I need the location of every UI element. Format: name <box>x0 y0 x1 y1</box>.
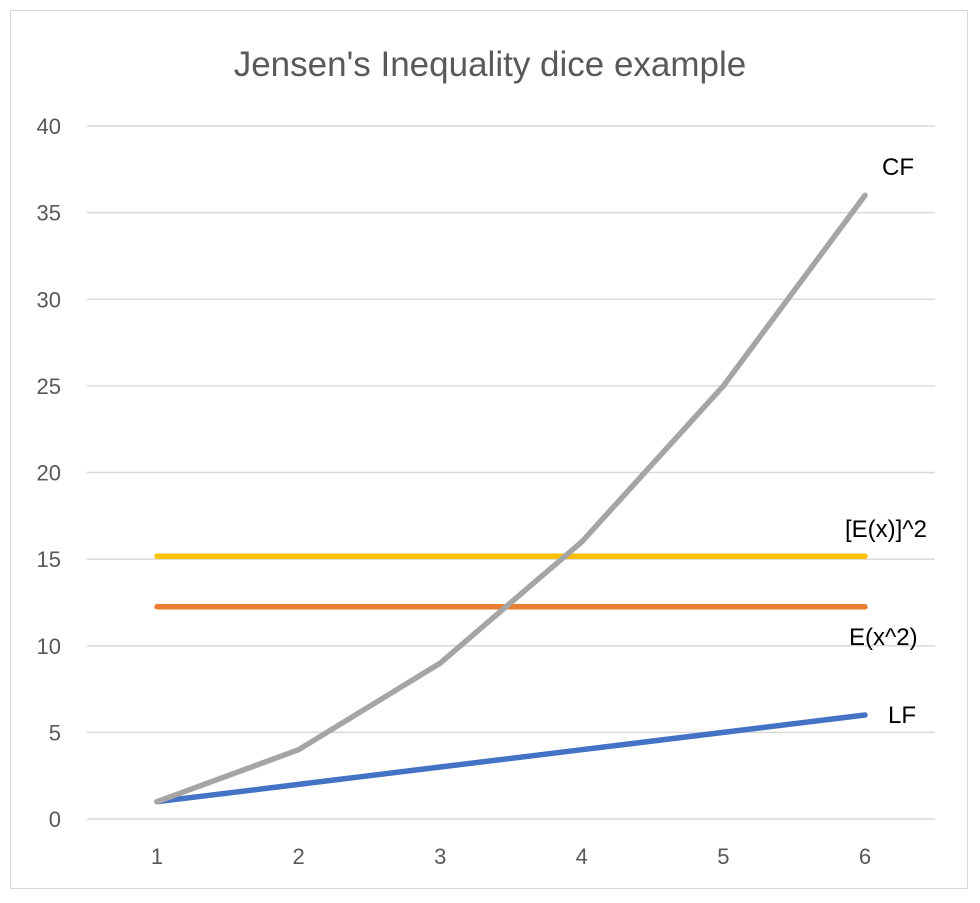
y-tick-label: 15 <box>37 547 61 572</box>
x-tick-label: 2 <box>292 844 304 869</box>
y-tick-label: 5 <box>49 720 61 745</box>
x-tick-label: 5 <box>717 844 729 869</box>
y-tick-label: 35 <box>37 201 61 226</box>
x-tick-label: 4 <box>576 844 588 869</box>
y-tick-label: 30 <box>37 287 61 312</box>
series-label-0: CF <box>882 154 914 181</box>
series-label-1: [E(x)]^2 <box>845 516 927 543</box>
x-tick-label: 1 <box>151 844 163 869</box>
y-tick-label: 40 <box>37 114 61 139</box>
chart-title: Jensen's Inequality dice example <box>234 45 747 84</box>
y-tick-label: 25 <box>37 374 61 399</box>
series-label-3: LF <box>888 702 916 729</box>
y-tick-label: 10 <box>37 634 61 659</box>
y-axis-ticks: 0 5 10 15 20 25 30 35 40 <box>37 114 61 832</box>
series-line-0 <box>154 192 868 805</box>
x-axis-ticks: 1 2 3 4 5 6 <box>151 844 871 869</box>
series-label-2: E(x^2) <box>849 624 918 651</box>
series-lines <box>154 192 868 805</box>
y-tick-label: 20 <box>37 461 61 486</box>
chart-frame <box>10 10 968 889</box>
y-tick-label: 0 <box>49 807 61 832</box>
series-labels: CF [E(x)]^2 E(x^2) LF <box>845 154 927 729</box>
x-tick-label: 6 <box>859 844 871 869</box>
series-line-3 <box>154 712 868 805</box>
x-tick-label: 3 <box>434 844 446 869</box>
gridlines <box>87 125 935 820</box>
